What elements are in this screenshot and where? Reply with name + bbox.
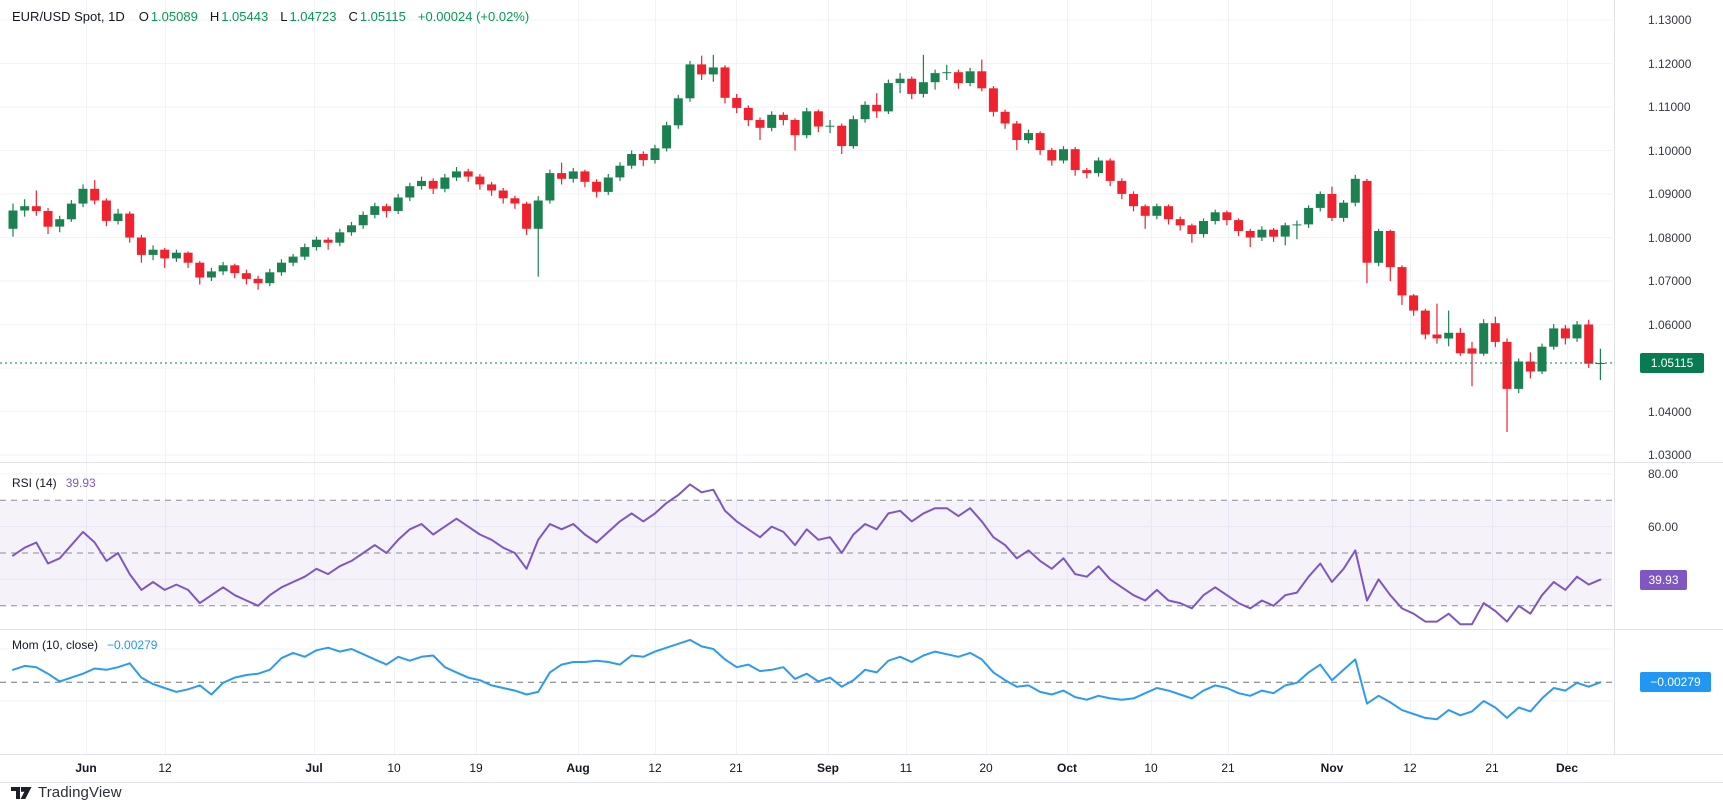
time-tick-label: 12 <box>648 761 662 775</box>
time-tick-label: 10 <box>387 761 401 775</box>
rsi-title[interactable]: RSI (14) <box>12 476 57 490</box>
symbol-title[interactable]: EUR/USD Spot, 1D <box>12 9 125 24</box>
time-tick-label: Jul <box>305 761 323 775</box>
time-tick-label: Dec <box>1555 761 1579 775</box>
time-tick-label: Jun <box>75 761 97 775</box>
rsi-axis-label: 80.00 <box>1648 466 1679 481</box>
rsi-value: 39.93 <box>65 476 96 490</box>
rsi-badge: 39.93 <box>1640 569 1687 590</box>
open-label: O <box>138 9 149 24</box>
rsi-pane[interactable] <box>0 463 1612 629</box>
mom-value: −0.00279 <box>107 638 158 652</box>
time-tick-label: 10 <box>1144 761 1158 775</box>
time-tick-label: 20 <box>979 761 993 775</box>
time-tick-label: 21 <box>1221 761 1235 775</box>
time-tick-label: 11 <box>899 761 913 775</box>
mom-title[interactable]: Mom (10, close) <box>12 638 99 652</box>
high-label: H <box>209 9 220 24</box>
close-value: 1.05115 <box>359 9 406 24</box>
mom-pane[interactable] <box>0 630 1612 754</box>
low-value: 1.04723 <box>289 9 337 24</box>
price-axis-label: 1.10000 <box>1648 143 1692 158</box>
time-axis[interactable] <box>0 755 1723 782</box>
symbol-legend: EUR/USD Spot, 1D O 1.05089 H 1.05443 L 1… <box>12 9 529 24</box>
open-value: 1.05089 <box>150 9 198 24</box>
high-value: 1.05443 <box>221 9 269 24</box>
price-badge: 1.05115 <box>1640 352 1704 373</box>
price-axis-label: 1.03000 <box>1648 448 1692 462</box>
time-tick-label: 21 <box>1485 761 1499 775</box>
low-label: L <box>280 9 288 24</box>
price-axis-label: 1.12000 <box>1648 56 1692 71</box>
price-axis-label: 1.07000 <box>1648 274 1692 288</box>
mom-legend: Mom (10, close) −0.00279 <box>12 638 157 652</box>
price-axis-label: 1.04000 <box>1648 404 1692 419</box>
price-axis-label: 1.09000 <box>1648 187 1692 201</box>
price-pane[interactable] <box>0 0 1612 462</box>
time-tick-label: 21 <box>729 761 743 775</box>
time-tick-label: Nov <box>1320 761 1344 775</box>
time-tick-label: 12 <box>158 761 172 775</box>
price-axis-label: 1.08000 <box>1648 230 1692 245</box>
change-value: +0.00024 (+0.02%) <box>417 9 530 24</box>
tradingview-mark-icon <box>11 787 32 799</box>
time-tick-label: Sep <box>816 761 840 775</box>
mom-badge: −0.00279 <box>1640 672 1711 693</box>
price-axis-label: 1.06000 <box>1648 317 1692 332</box>
brand-text: TradingView <box>38 784 122 801</box>
time-tick-label: 12 <box>1403 761 1417 775</box>
rsi-axis-label: 60.00 <box>1648 519 1679 534</box>
time-tick-label: Aug <box>566 761 590 775</box>
price-axis-label: 1.11000 <box>1648 100 1691 114</box>
tradingview-logo[interactable]: TradingView <box>11 782 122 803</box>
time-tick-label: Oct <box>1056 761 1078 775</box>
price-axis-label: 1.13000 <box>1648 13 1692 27</box>
rsi-legend: RSI (14) 39.93 <box>12 476 96 490</box>
time-tick-label: 19 <box>469 761 483 775</box>
close-label: C <box>348 9 358 24</box>
